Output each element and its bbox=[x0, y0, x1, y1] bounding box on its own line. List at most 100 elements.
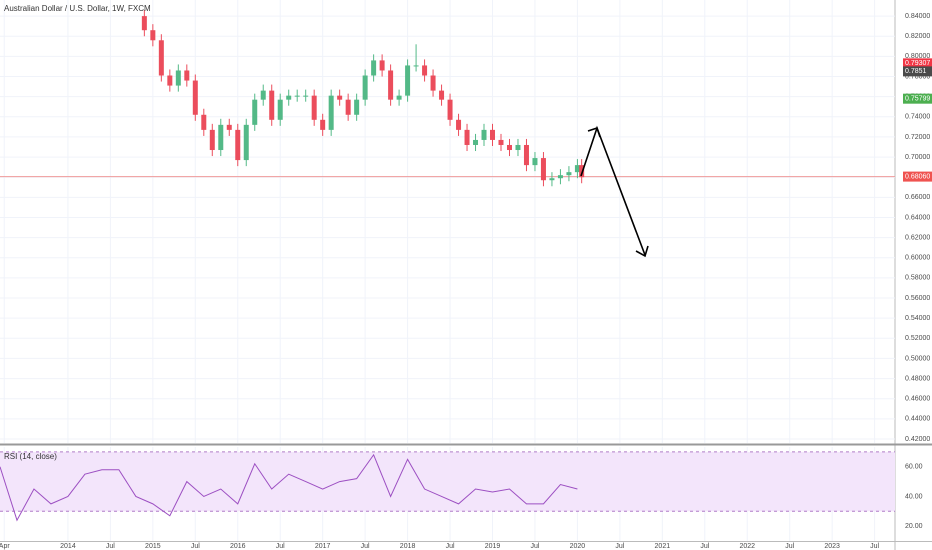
candle-body bbox=[337, 95, 343, 100]
x-tick-label: 2015 bbox=[145, 543, 161, 550]
y-tick-label: 0.60000 bbox=[905, 255, 930, 262]
candle-body bbox=[523, 144, 529, 166]
candle-body bbox=[243, 124, 249, 161]
y-tick-label: 0.48000 bbox=[905, 375, 930, 382]
x-tick-label: 2014 bbox=[60, 543, 76, 550]
candle-body bbox=[456, 119, 462, 130]
candle-body bbox=[218, 124, 224, 151]
y-tick-label: 0.80000 bbox=[905, 53, 930, 60]
x-tick-label: Jul bbox=[785, 543, 794, 550]
candle-body bbox=[473, 139, 479, 145]
candle-body bbox=[447, 99, 453, 120]
candle-body bbox=[141, 16, 147, 31]
candle-body bbox=[439, 90, 445, 100]
y-tick-label: 0.72000 bbox=[905, 134, 930, 141]
price-label-box bbox=[903, 93, 932, 104]
y-tick-label: 0.74000 bbox=[905, 114, 930, 121]
candle-body bbox=[422, 65, 428, 76]
x-tick-label: Jul bbox=[446, 543, 455, 550]
x-tick-label: 2018 bbox=[400, 543, 416, 550]
candle-body bbox=[362, 75, 368, 100]
x-tick-label: Jul bbox=[530, 543, 539, 550]
y-tick-label: 0.46000 bbox=[905, 396, 930, 403]
x-tick-label: 2023 bbox=[824, 543, 840, 550]
rsi-tick-label: 40.00 bbox=[905, 493, 923, 500]
rsi-title: RSI (14, close) bbox=[4, 452, 57, 461]
x-tick-label: 2016 bbox=[230, 543, 246, 550]
y-tick-label: 0.70000 bbox=[905, 154, 930, 161]
marks bbox=[0, 10, 895, 522]
y-tick-label: 0.62000 bbox=[905, 234, 930, 241]
candle-body bbox=[252, 99, 258, 125]
y-tick-label: 0.78000 bbox=[905, 73, 930, 80]
x-tick-label: 2020 bbox=[570, 543, 586, 550]
x-tick-label: Apr bbox=[0, 543, 10, 550]
x-tick-label: Jul bbox=[106, 543, 115, 550]
candle-body bbox=[540, 158, 546, 181]
rsi-band bbox=[0, 451, 895, 512]
x-tick-label: Jul bbox=[361, 543, 370, 550]
candle-body bbox=[371, 60, 377, 76]
y-tick-label: 0.42000 bbox=[905, 436, 930, 443]
x-tick-label: Jul bbox=[700, 543, 709, 550]
candle-body bbox=[388, 70, 394, 100]
price-label-box bbox=[903, 171, 932, 182]
candle-body bbox=[566, 172, 572, 176]
rsi-tick-label: 60.00 bbox=[905, 464, 923, 471]
price-label: 0.68060 bbox=[905, 173, 930, 180]
candle-body bbox=[167, 75, 173, 86]
candle-body bbox=[277, 99, 283, 120]
candle-body bbox=[481, 129, 487, 140]
drawing-arrow bbox=[580, 125, 649, 258]
price-label: 0.79307 bbox=[905, 60, 930, 67]
candle-body bbox=[209, 129, 215, 151]
candle-body bbox=[184, 70, 190, 81]
candle-body bbox=[515, 144, 521, 151]
x-tick-label: Jul bbox=[870, 543, 879, 550]
candle-body bbox=[579, 165, 585, 178]
candle-body bbox=[379, 60, 385, 71]
candle-body bbox=[490, 129, 496, 140]
candle-body bbox=[286, 95, 292, 100]
candle-body bbox=[320, 119, 326, 130]
price-label-box bbox=[903, 58, 932, 69]
x-tick-label: Jul bbox=[615, 543, 624, 550]
price-label: 0.75799 bbox=[905, 96, 930, 103]
candle-body bbox=[328, 95, 334, 130]
candle-body bbox=[498, 139, 504, 145]
candle-body bbox=[235, 129, 241, 161]
x-tick-label: Jul bbox=[191, 543, 200, 550]
y-tick-label: 0.54000 bbox=[905, 315, 930, 322]
candle-body bbox=[269, 90, 275, 120]
candle-body bbox=[464, 129, 470, 145]
grid bbox=[0, 0, 895, 541]
candle-body bbox=[345, 99, 351, 115]
y-tick-label: 0.52000 bbox=[905, 335, 930, 342]
x-tick-label: 2021 bbox=[655, 543, 671, 550]
candle-body bbox=[405, 65, 411, 96]
y-tick-label: 0.64000 bbox=[905, 214, 930, 221]
candle-body bbox=[574, 165, 580, 173]
candle-body bbox=[354, 99, 360, 115]
y-tick-label: 0.44000 bbox=[905, 416, 930, 423]
y-tick-label: 0.82000 bbox=[905, 33, 930, 40]
candle-body bbox=[260, 90, 266, 100]
candle-body bbox=[226, 124, 232, 130]
candle-body bbox=[549, 178, 555, 181]
candle-body bbox=[303, 95, 309, 97]
rsi-tick-label: 20.00 bbox=[905, 523, 923, 530]
arrow-head bbox=[587, 126, 601, 138]
y-tick-label: 0.84000 bbox=[905, 13, 930, 20]
y-tick-label: 0.50000 bbox=[905, 355, 930, 362]
chart-title: Australian Dollar / U.S. Dollar, 1W, FXC… bbox=[4, 4, 151, 13]
x-tick-label: 2017 bbox=[315, 543, 331, 550]
candle-body bbox=[150, 30, 156, 41]
candle-body bbox=[158, 40, 164, 76]
candle-body bbox=[201, 114, 207, 130]
candle-body bbox=[294, 95, 300, 97]
price-label: 0.7851 bbox=[905, 68, 927, 75]
candle-body bbox=[532, 158, 538, 166]
candle-body bbox=[413, 65, 419, 67]
candle-body bbox=[557, 175, 563, 179]
candle-body bbox=[506, 144, 512, 151]
